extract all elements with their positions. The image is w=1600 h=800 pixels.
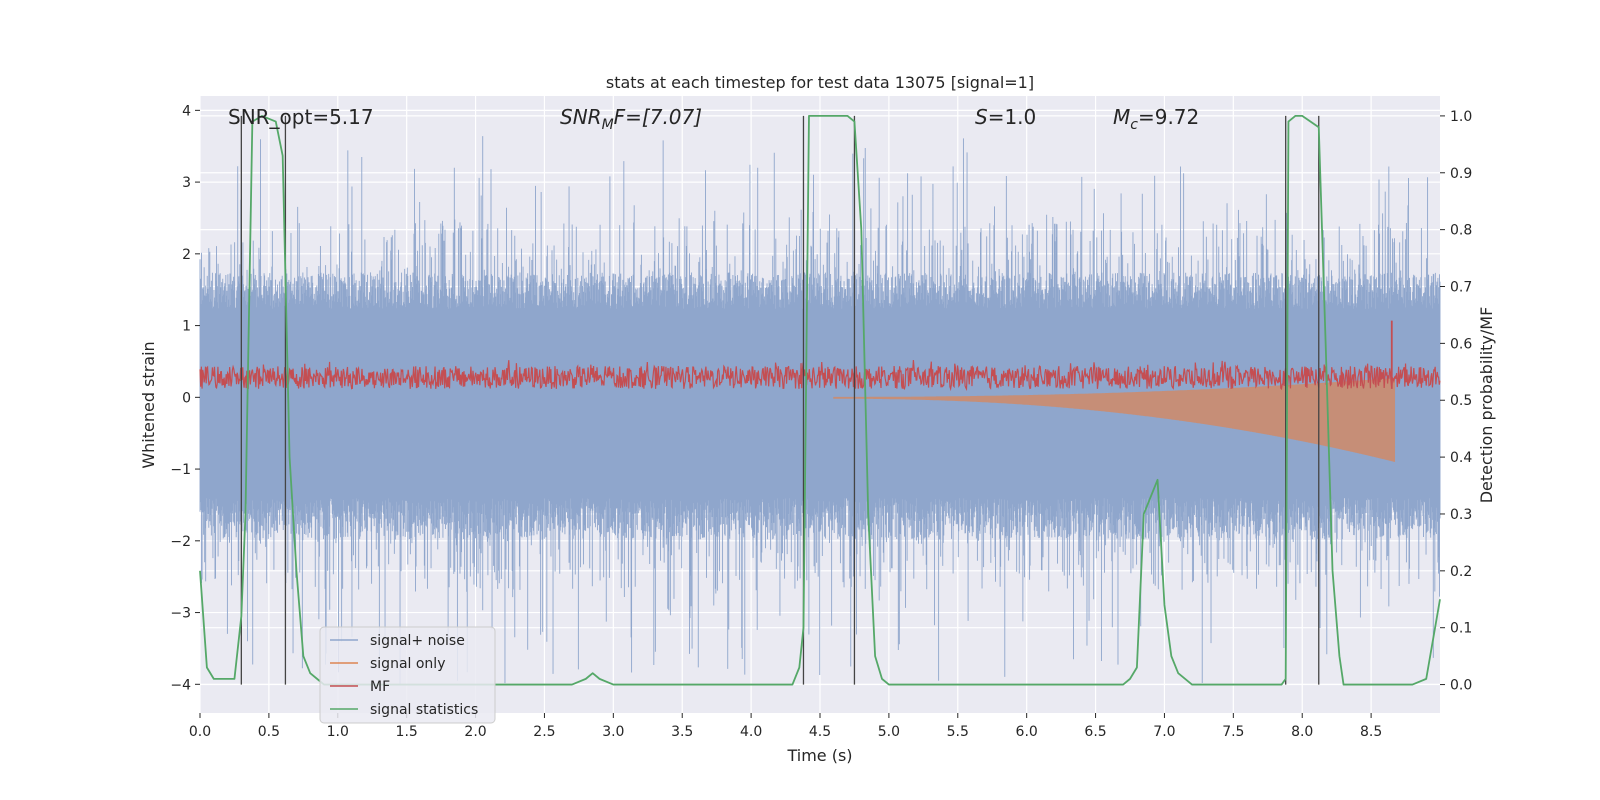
- mf-series: [199, 320, 1441, 392]
- legend-box: [319, 626, 496, 724]
- annotation-s: S=1.0: [975, 105, 1036, 129]
- legend-label-mf: MF: [370, 679, 390, 695]
- y2-tick-label: 0.9: [1450, 166, 1472, 182]
- legend-label-signal-statistics: signal statistics: [370, 702, 478, 718]
- y-tick-label: 1: [182, 319, 191, 335]
- legend-label-signal-only: signal only: [370, 656, 445, 672]
- axis-ticks: 0.0 0.5 1.0 1.5 2.0 2.5 3.0 3.5 4.0 4.5 5.0 5.5 6.0 6…: [170, 103, 1472, 740]
- chart-title: stats at each timestep for test data 130…: [606, 73, 1034, 92]
- signal-statistics-line: [199, 115, 1441, 686]
- y-tick-label: 0: [182, 390, 191, 406]
- y2-tick-label: 0.6: [1450, 336, 1472, 352]
- y2-tick-label: 0.1: [1450, 621, 1472, 637]
- y2-tick-label: 0.7: [1450, 280, 1472, 296]
- x-tick-label: 5.0: [878, 724, 900, 740]
- mf-trace: [199, 359, 1441, 392]
- y-axis-label: Whitened strain: [139, 341, 158, 468]
- x-tick-label: 1.0: [327, 724, 349, 740]
- signal-statistics-series: [199, 115, 1441, 686]
- x-axis-label: Time (s): [786, 746, 852, 765]
- x-tick-label: 6.5: [1084, 724, 1106, 740]
- y-tick-label: −1: [170, 462, 191, 478]
- x-tick-label: 2.0: [464, 724, 486, 740]
- y2-axis-label: Detection probability/MF: [1477, 307, 1496, 504]
- y-tick-label: 3: [182, 175, 191, 191]
- x-tick-label: 4.5: [809, 724, 831, 740]
- y2-tick-label: 0.3: [1450, 507, 1472, 523]
- x-tick-label: 7.0: [1153, 724, 1175, 740]
- y-tick-label: −3: [170, 606, 191, 622]
- signal-only-series: [833, 378, 1396, 462]
- y2-tick-label: 0.0: [1450, 678, 1472, 694]
- y-tick-label: 2: [182, 247, 191, 263]
- y2-tick-label: 0.8: [1450, 223, 1472, 239]
- y2-tick-label: 1.0: [1450, 109, 1472, 125]
- y-tick-label: −2: [170, 534, 191, 550]
- y2-tick-label: 0.5: [1450, 393, 1472, 409]
- y-tick-label: 4: [182, 103, 191, 119]
- legend: signal+ noise signal only MF signal stat…: [319, 626, 496, 724]
- x-tick-label: 4.0: [740, 724, 762, 740]
- annotation-snr-mf: SNRMF=[7.07]: [560, 105, 702, 133]
- x-tick-label: 8.5: [1360, 724, 1382, 740]
- legend-label-signal-noise: signal+ noise: [370, 633, 465, 649]
- y2-tick-label: 0.2: [1450, 564, 1472, 580]
- x-tick-label: 7.5: [1222, 724, 1244, 740]
- signal-only-trace: [833, 378, 1396, 462]
- x-tick-label: 2.5: [533, 724, 555, 740]
- x-tick-label: 0.0: [189, 724, 211, 740]
- x-tick-label: 6.0: [1016, 724, 1038, 740]
- x-tick-label: 3.0: [602, 724, 624, 740]
- x-tick-label: 1.5: [396, 724, 418, 740]
- x-tick-label: 0.5: [258, 724, 280, 740]
- annotation-mc: Mc=9.72: [1113, 105, 1199, 133]
- x-tick-label: 8.0: [1291, 724, 1313, 740]
- y2-tick-label: 0.4: [1450, 450, 1472, 466]
- y-tick-label: −4: [170, 677, 191, 693]
- x-tick-label: 3.5: [671, 724, 693, 740]
- x-tick-label: 5.5: [947, 724, 969, 740]
- annotation-snr-opt: SNR_opt=5.17: [228, 105, 374, 129]
